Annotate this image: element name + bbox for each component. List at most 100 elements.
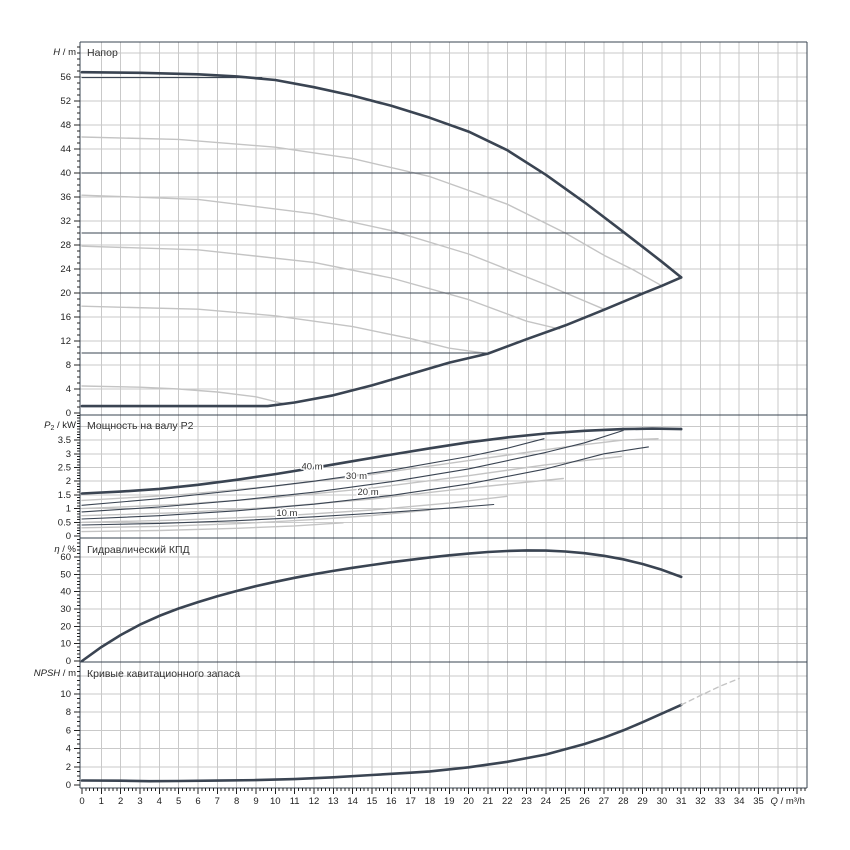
efficiency-curve [80,549,683,663]
power-control-curve-40m [81,438,545,506]
panel-title: Кривые кавитационного запаса [87,668,240,680]
curve-label: 30 m [346,471,367,482]
power-reduced-speed-curve [81,455,622,510]
y-tick-label: 3 [66,449,71,460]
x-tick-label: 25 [560,796,571,807]
y-tick-label: 1.5 [58,490,71,501]
y-tick-label: 20 [60,621,71,632]
y-tick-label: 60 [60,552,71,563]
y-tick-label: 32 [60,216,71,227]
x-tick-label: 30 [657,796,668,807]
y-axis-title: η / % [54,544,76,555]
x-tick-label: 11 [290,796,300,807]
y-tick-label: 3.5 [58,435,71,446]
x-tick-label: 1 [99,796,104,807]
y-tick-label: 4 [66,384,71,395]
y-tick-label: 12 [60,336,71,347]
x-tick-label: 9 [253,796,258,807]
efficiency-panel-curves [80,549,683,663]
y-tick-label: 48 [60,120,71,131]
reduced-speed-curve [81,385,286,405]
y-tick-label: 24 [60,264,71,275]
y-tick-label: 10 [60,689,71,700]
x-tick-label: 15 [367,796,378,807]
ticks [74,46,806,794]
x-tick-label: 26 [579,796,590,807]
y-tick-label: 50 [60,569,71,580]
curve-label: 10 m [276,508,297,519]
y-tick-label: 28 [60,240,71,251]
x-tick-label: 23 [521,796,532,807]
y-tick-label: 1 [66,504,71,515]
panel-borders [79,41,808,789]
x-tick-label: 29 [637,796,648,807]
head-panel-curves [80,70,683,408]
power-reduced-speed-curve [81,495,508,523]
y-tick-label: 44 [60,144,71,155]
x-axis-title: Q / m³/h [771,796,805,807]
y-axis-title: P2 / kW [44,420,76,432]
power-reduced-speed-curve [81,509,431,529]
power-panel-curves [80,427,683,533]
reduced-speed-curve [81,194,605,310]
x-tick-label: 17 [405,796,416,807]
x-tick-label: 32 [695,796,706,807]
x-tick-label: 12 [309,796,320,807]
panel-title: Напор [87,47,118,59]
y-axis-title: H / m [53,47,76,58]
y-tick-label: 4 [66,744,71,755]
reduced-speed-curve [81,245,561,330]
npsh-extrapolation-curve [680,677,740,706]
y-tick-label: 0 [66,780,71,791]
x-tick-label: 21 [483,796,494,807]
x-tick-label: 19 [444,796,455,807]
curve-label: 20 m [358,487,379,498]
y-tick-label: 0.5 [58,517,71,528]
panel-title: Гидравлический КПД [87,544,190,556]
y-tick-label: 30 [60,604,71,615]
x-tick-label: 24 [541,796,552,807]
npsh-panel-curves [80,677,740,783]
y-tick-label: 2 [66,762,71,773]
power-control-curve-20m [81,446,649,520]
x-tick-label: 4 [157,796,162,807]
y-tick-label: 36 [60,192,71,203]
reduced-speed-curve [81,305,489,355]
y-tick-label: 52 [60,96,71,107]
x-tick-label: 16 [386,796,397,807]
x-tick-label: 28 [618,796,629,807]
y-tick-label: 0 [66,531,71,542]
x-tick-label: 5 [176,796,181,807]
y-tick-label: 0 [66,408,71,419]
x-tick-label: 7 [215,796,220,807]
x-tick-label: 20 [463,796,474,807]
y-tick-label: 2 [66,476,71,487]
y-tick-label: 40 [60,587,71,598]
curve-label: 40 m [301,462,322,473]
x-tick-label: 14 [347,796,358,807]
panel-title: Мощность на валу P2 [87,420,194,432]
power-reduced-speed-curve [81,522,344,533]
x-tick-label: 34 [734,796,745,807]
power-control-curve-10m [81,503,495,526]
y-tick-label: 0 [66,656,71,667]
max-speed-curve [80,70,683,279]
x-tick-label: 8 [234,796,239,807]
y-tick-label: 10 [60,639,71,650]
x-tick-label: 13 [328,796,339,807]
y-tick-label: 2.5 [58,463,71,474]
x-tick-label: 0 [79,796,84,807]
reduced-speed-curve [81,136,663,287]
x-tick-label: 35 [753,796,764,807]
y-tick-label: 8 [66,360,71,371]
x-tick-label: 6 [195,796,200,807]
y-tick-label: 8 [66,707,71,718]
x-tick-label: 33 [715,796,726,807]
y-tick-label: 20 [60,288,71,299]
x-tick-label: 2 [118,796,123,807]
power-max-curve [80,427,683,495]
npsh-curve [80,703,683,783]
